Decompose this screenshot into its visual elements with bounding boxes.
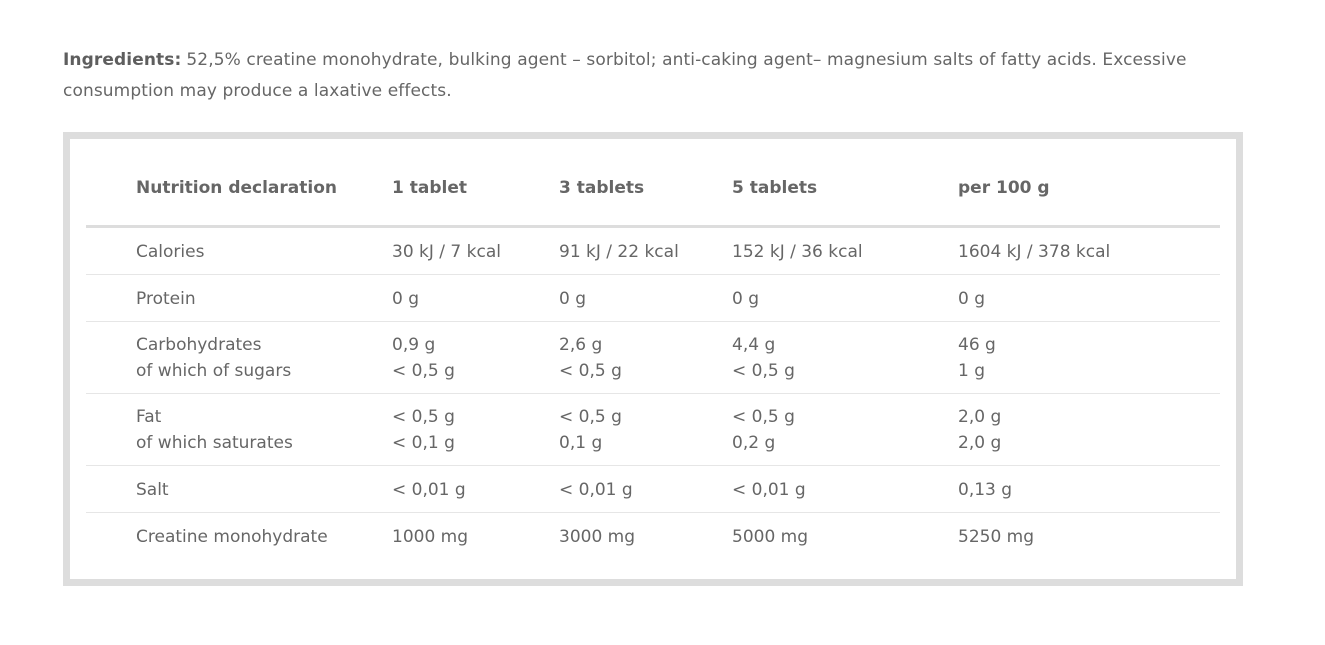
row-label: Protein [136,289,196,309]
cell-line: < 0,5 g [559,407,622,427]
header-per-100g: per 100 g [958,178,1050,198]
row-label: Creatine monohydrate [136,527,328,547]
cell-line: < 0,5 g [732,361,795,381]
header-5-tablets: 5 tablets [732,178,818,198]
table-cell: 0 g [559,289,587,309]
ingredients-paragraph: Ingredients: 52,5% creatine monohydrate, … [63,45,1223,107]
cell-line: 0,1 g [559,433,603,453]
nutrition-table: Nutrition declaration 1 tablet 3 tablets… [86,139,1220,563]
table-cell: 0 g [732,289,760,309]
table-row-calories: Calories 30 kJ / 7 kcal 91 kJ / 22 kcal … [86,228,1220,275]
cell-line: < 0,5 g [732,407,795,427]
table-cell: < 0,01 g [392,480,466,500]
table-cell: 1000 mg [392,527,469,547]
table-cell: 30 kJ / 7 kcal [392,242,501,262]
table-cell: 3000 mg [559,527,636,547]
table-cell: 2,0 g 2,0 g [958,404,1001,456]
cell-line: < 0,5 g [392,407,455,427]
ingredients-text: 52,5% creatine monohydrate, bulking agen… [63,50,1187,101]
table-row-salt: Salt < 0,01 g < 0,01 g < 0,01 g 0,13 g [86,466,1220,513]
table-cell: 152 kJ / 36 kcal [732,242,863,262]
table-row-protein: Protein 0 g 0 g 0 g 0 g [86,275,1220,322]
table-cell: 0 g [392,289,420,309]
table-cell: < 0,01 g [559,480,633,500]
table-cell: 1604 kJ / 378 kcal [958,242,1111,262]
header-nutrition-declaration: Nutrition declaration [136,178,337,198]
row-sublabel-line: of which saturates [136,433,293,453]
table-cell: 4,4 g < 0,5 g [732,332,795,384]
cell-line: 46 g [958,335,996,355]
table-cell: 91 kJ / 22 kcal [559,242,679,262]
cell-line: 0,9 g [392,335,436,355]
table-cell: 5250 mg [958,527,1035,547]
table-cell: 0 g [958,289,986,309]
cell-line: 1 g [958,361,986,381]
cell-line: 2,6 g [559,335,603,355]
table-cell: < 0,5 g 0,2 g [732,404,795,456]
row-label: Fat of which saturates [136,404,293,456]
table-cell: 5000 mg [732,527,809,547]
row-label: Carbohydrates of which of sugars [136,332,291,384]
row-label-line: Fat [136,407,162,427]
cell-line: < 0,5 g [559,361,622,381]
table-row-carbohydrates: Carbohydrates of which of sugars 0,9 g <… [86,322,1220,394]
header-1-tablet: 1 tablet [392,178,467,198]
table-cell: 0,9 g < 0,5 g [392,332,455,384]
table-row-fat: Fat of which saturates < 0,5 g < 0,1 g <… [86,394,1220,466]
table-cell: < 0,5 g < 0,1 g [392,404,455,456]
row-sublabel-line: of which of sugars [136,361,292,381]
table-cell: 46 g 1 g [958,332,996,384]
table-header-row: Nutrition declaration 1 tablet 3 tablets… [86,139,1220,228]
table-cell: 2,6 g < 0,5 g [559,332,622,384]
cell-line: 2,0 g [958,407,1002,427]
table-cell: < 0,01 g [732,480,806,500]
cell-line: 4,4 g [732,335,776,355]
row-label: Salt [136,480,169,500]
nutrition-table-frame: Nutrition declaration 1 tablet 3 tablets… [63,132,1243,586]
cell-line: < 0,1 g [392,433,455,453]
cell-line: 2,0 g [958,433,1002,453]
header-3-tablets: 3 tablets [559,178,645,198]
cell-line: 0,2 g [732,433,776,453]
table-cell: < 0,5 g 0,1 g [559,404,622,456]
row-label-line: Carbohydrates [136,335,262,355]
cell-line: < 0,5 g [392,361,455,381]
table-cell: 0,13 g [958,480,1013,500]
row-label: Calories [136,242,205,262]
ingredients-label: Ingredients: [63,50,182,70]
table-row-creatine-monohydrate: Creatine monohydrate 1000 mg 3000 mg 500… [86,513,1220,563]
